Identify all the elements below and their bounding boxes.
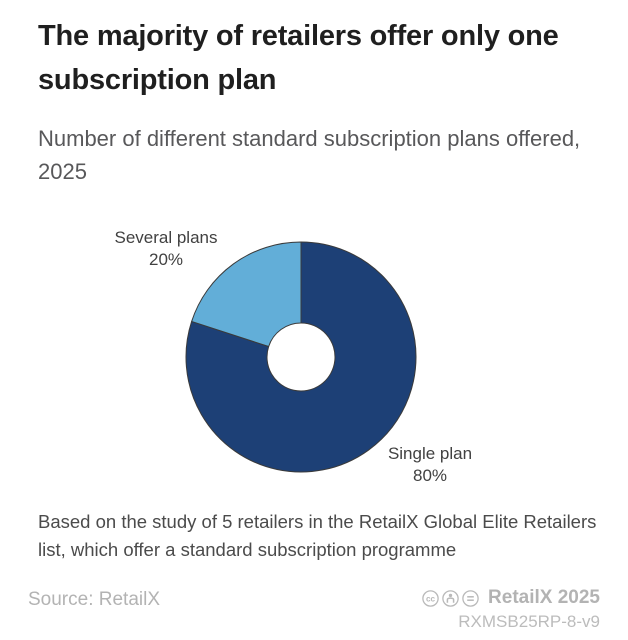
methodology-note: Based on the study of 5 retailers in the… xyxy=(38,511,597,560)
source-text: Source: RetailX xyxy=(28,589,161,610)
no-derivatives-icon xyxy=(462,589,479,607)
slice-single-plan xyxy=(185,241,417,473)
credit-line: cc RetailX 2025 xyxy=(422,587,600,609)
reference-code: RXMSB25RP-8-v9 xyxy=(458,612,600,631)
page-title: The majority of retailers offer only one… xyxy=(38,20,559,96)
slice-label-text: Single plan xyxy=(387,444,473,463)
slice-label-single-plan: Single plan 80% xyxy=(345,443,515,487)
slice-label-value: 80% xyxy=(412,466,448,485)
credit-text: RetailX 2025 xyxy=(488,587,600,608)
svg-text:cc: cc xyxy=(426,594,436,603)
footer-credit-block: cc RetailX 2025 RXMSB25RP-8-v9 xyxy=(422,587,600,632)
chart-subtitle: Number of different standard subscriptio… xyxy=(38,126,581,184)
donut-chart xyxy=(185,241,417,473)
slice-label-value: 20% xyxy=(148,250,184,269)
slice-label-text: Several plans xyxy=(114,228,218,247)
slice-label-several-plans: Several plans 20% xyxy=(81,227,251,271)
slice-several-plans xyxy=(191,241,302,347)
cc-icon: cc xyxy=(422,589,439,607)
attribution-icon xyxy=(442,589,459,607)
